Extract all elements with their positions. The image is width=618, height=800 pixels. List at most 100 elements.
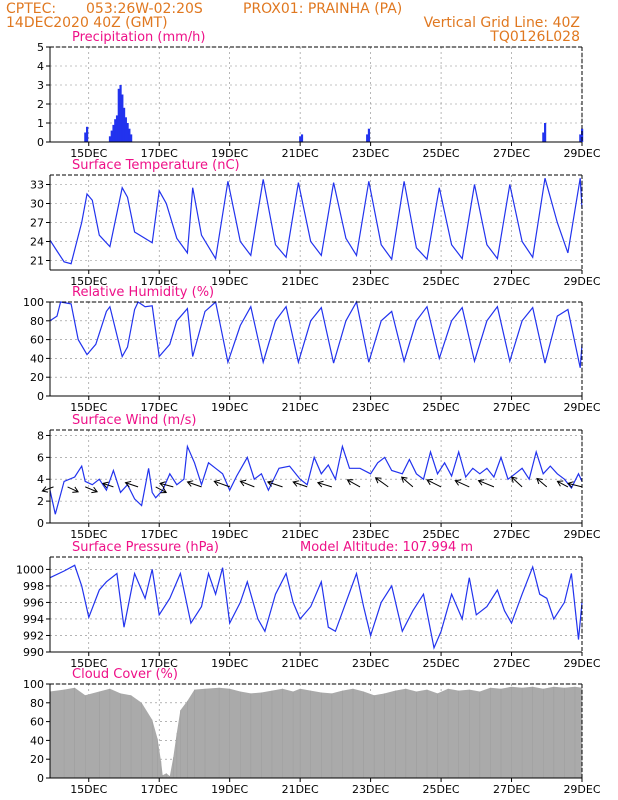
pressure-xtick-label: 23DEC xyxy=(352,657,389,670)
cloud-xtick-label: 27DEC xyxy=(493,783,530,796)
precip-bar xyxy=(579,134,582,142)
precip-ytick-label: 4 xyxy=(37,60,44,73)
precip-bar xyxy=(299,136,302,142)
precip-bar xyxy=(544,123,547,142)
temp-xtick-label: 27DEC xyxy=(493,275,530,288)
wind-xtick-label: 21DEC xyxy=(282,528,319,541)
precip-bar xyxy=(121,94,124,142)
wind-arrow xyxy=(41,486,54,493)
header-grid-line: Vertical Grid Line: 40Z xyxy=(423,15,580,31)
temp-ytick-label: 30 xyxy=(30,198,44,211)
rh-ytick-label: 60 xyxy=(30,334,44,347)
rh-xtick-label: 19DEC xyxy=(211,401,248,414)
wind-arrow xyxy=(213,479,230,488)
temp-ytick-label: 24 xyxy=(30,236,44,249)
precip-xtick-label: 21DEC xyxy=(282,147,319,160)
wind-xtick-label: 23DEC xyxy=(352,528,389,541)
rh-ytick-label: 0 xyxy=(37,390,44,403)
wind-ytick-label: 4 xyxy=(37,473,44,486)
rh-ytick-label: 80 xyxy=(30,315,44,328)
precip-ytick-label: 0 xyxy=(37,136,44,149)
precipitation-title: Precipitation (mm/h) xyxy=(72,30,205,45)
wind-title: Surface Wind (m/s) xyxy=(72,413,196,428)
pressure-xtick-label: 17DEC xyxy=(141,657,178,670)
wind-ytick-label: 2 xyxy=(37,495,44,508)
temp-xtick-label: 15DEC xyxy=(70,275,107,288)
temp-ytick-label: 27 xyxy=(30,217,44,230)
rh-ytick-label: 20 xyxy=(30,371,44,384)
header-date: 14DEC2020 40Z (GMT) xyxy=(6,15,168,31)
pressure-xtick-label: 21DEC xyxy=(282,657,319,670)
rh-xtick-label: 25DEC xyxy=(423,401,460,414)
precip-bar xyxy=(112,124,115,142)
pressure-xtick-label: 29DEC xyxy=(563,657,600,670)
wind-xtick-label: 15DEC xyxy=(70,528,107,541)
cloud-xtick-label: 19DEC xyxy=(211,783,248,796)
rh-xtick-label: 27DEC xyxy=(493,401,530,414)
precip-bar xyxy=(108,136,112,142)
cloud-xtick-label: 23DEC xyxy=(352,783,389,796)
precip-xtick-label: 19DEC xyxy=(211,147,248,160)
model-altitude-label: Model Altitude: 107.994 m xyxy=(300,540,473,555)
wind-arrow xyxy=(536,477,548,488)
precip-xtick-label: 25DEC xyxy=(423,147,460,160)
temp-xtick-label: 21DEC xyxy=(282,275,319,288)
precip-bar xyxy=(85,126,89,142)
wind-xtick-label: 19DEC xyxy=(211,528,248,541)
wind-arrow xyxy=(186,480,202,488)
cloud-ytick-label: 20 xyxy=(30,753,44,766)
pressure-ytick-label: 990 xyxy=(23,646,44,659)
precip-xtick-label: 23DEC xyxy=(352,147,389,160)
precip-bar xyxy=(581,128,584,142)
wind-arrow xyxy=(346,479,361,488)
precip-bar xyxy=(117,88,120,142)
cloud-xtick-label: 15DEC xyxy=(70,783,107,796)
precip-bar xyxy=(128,128,131,142)
wind-arrow xyxy=(400,476,414,488)
temp-xtick-label: 23DEC xyxy=(352,275,389,288)
wind-xtick-label: 27DEC xyxy=(493,528,530,541)
temp-xtick-label: 19DEC xyxy=(211,275,248,288)
wind-xtick-label: 25DEC xyxy=(423,528,460,541)
rh-xtick-label: 17DEC xyxy=(141,401,178,414)
precip-bar xyxy=(114,119,117,142)
wind-arrow xyxy=(292,480,308,488)
temp-xtick-label: 25DEC xyxy=(423,275,460,288)
wind-ytick-label: 6 xyxy=(37,451,44,464)
wind-arrow xyxy=(266,480,283,488)
cloud-ytick-label: 0 xyxy=(37,772,44,785)
cloud-xtick-label: 21DEC xyxy=(282,783,319,796)
wind-xtick-label: 29DEC xyxy=(563,528,600,541)
header-coords: 053:26W-02:20S xyxy=(86,1,203,17)
temp-ytick-label: 33 xyxy=(30,179,44,192)
wind-arrow xyxy=(374,477,389,488)
header-location: PROX01: PRAINHA (PA) xyxy=(243,1,403,17)
precip-xtick-label: 17DEC xyxy=(141,147,178,160)
wind-ytick-label: 8 xyxy=(37,429,44,442)
cloud-xtick-label: 29DEC xyxy=(563,783,600,796)
wind-arrow xyxy=(159,481,174,488)
rh-xtick-label: 15DEC xyxy=(70,401,107,414)
precip-ytick-label: 3 xyxy=(37,79,44,92)
precip-bar xyxy=(367,128,371,142)
header-source: CPTEC: xyxy=(6,1,57,17)
pressure-series-line xyxy=(49,564,583,650)
precip-xtick-label: 27DEC xyxy=(493,147,530,160)
cloud-xtick-label: 25DEC xyxy=(423,783,460,796)
temp-series-line xyxy=(49,178,583,265)
precip-bar xyxy=(122,107,126,142)
rh-ytick-label: 40 xyxy=(30,352,44,365)
cloud-area xyxy=(50,686,582,778)
wind-arrow xyxy=(124,480,139,488)
pressure-ytick-label: 992 xyxy=(23,629,44,642)
precip-bar xyxy=(110,130,113,142)
cloud-ytick-label: 80 xyxy=(30,697,44,710)
wind-arrow xyxy=(477,479,495,488)
precip-ytick-label: 2 xyxy=(37,98,44,111)
cloud-title: Cloud Cover (%) xyxy=(72,667,178,682)
precip-bar xyxy=(126,123,129,142)
cloud-ytick-label: 60 xyxy=(30,716,44,729)
pressure-ytick-label: 1000 xyxy=(16,563,44,576)
header-model: TQ0126L028 xyxy=(490,29,580,45)
